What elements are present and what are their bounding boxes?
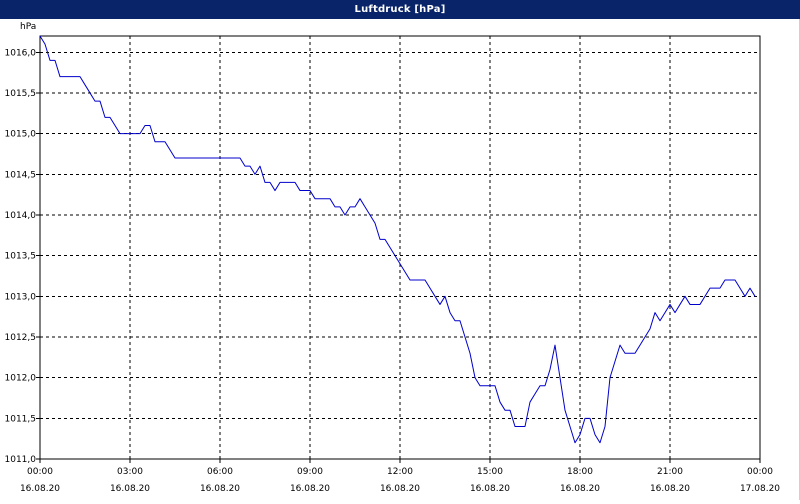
x-tick-date-label: 16.08.20 (20, 484, 60, 494)
x-tick-date-label: 16.08.20 (200, 484, 240, 494)
x-tick-date-label: 16.08.20 (110, 484, 150, 494)
y-tick-label: 1014,5 (5, 170, 37, 180)
y-tick-label: 1013,0 (5, 292, 37, 302)
pressure-series-line (39, 35, 756, 444)
y-tick-label: 1011,0 (5, 455, 37, 465)
x-tick-time-label: 18:00 (567, 467, 593, 477)
x-tick-date-label: 16.08.20 (470, 484, 510, 494)
x-tick-date-label: 16.08.20 (380, 484, 420, 494)
pressure-chart: 1011,0 1011,5 1012,0 1012,5 1013,0 1013,5 1014… (5, 22, 781, 494)
y-tick-label: 1015,5 (5, 89, 37, 99)
x-tick-time-label: 03:00 (117, 467, 143, 477)
x-tick-date-label: 17.08.20 (740, 484, 780, 494)
x-tick-time-label: 00:00 (27, 467, 53, 477)
y-tick-label: 1012,0 (5, 374, 37, 384)
y-tick-label: 1011,5 (5, 414, 37, 424)
x-tick-date-label: 16.08.20 (650, 484, 690, 494)
plot-frame (39, 35, 761, 460)
window-title: Luftdruck [hPa] (354, 4, 446, 15)
y-tick-label: 1014,0 (5, 211, 37, 221)
chart-area: 1011,0 1011,5 1012,0 1012,5 1013,0 1013,5 1014… (0, 19, 800, 500)
y-tick-label: 1015,0 (5, 130, 37, 140)
x-tick-time-label: 09:00 (297, 467, 323, 477)
x-tick-date-label: 16.08.20 (290, 484, 330, 494)
y-tick-label: 1016,0 (5, 48, 37, 58)
x-tick-time-label: 15:00 (477, 467, 503, 477)
x-tick-time-label: 21:00 (657, 467, 683, 477)
y-tick-label: 1012,5 (5, 333, 37, 343)
x-tick-date-label: 16.08.20 (560, 484, 600, 494)
x-tick-time-label: 00:00 (747, 467, 773, 477)
x-tick-time-label: 06:00 (207, 467, 233, 477)
y-tick-label: 1013,5 (5, 252, 37, 262)
title-bar: Luftdruck [hPa] (0, 0, 800, 19)
y-axis-label: hPa (20, 22, 36, 32)
x-tick-time-label: 12:00 (387, 467, 413, 477)
